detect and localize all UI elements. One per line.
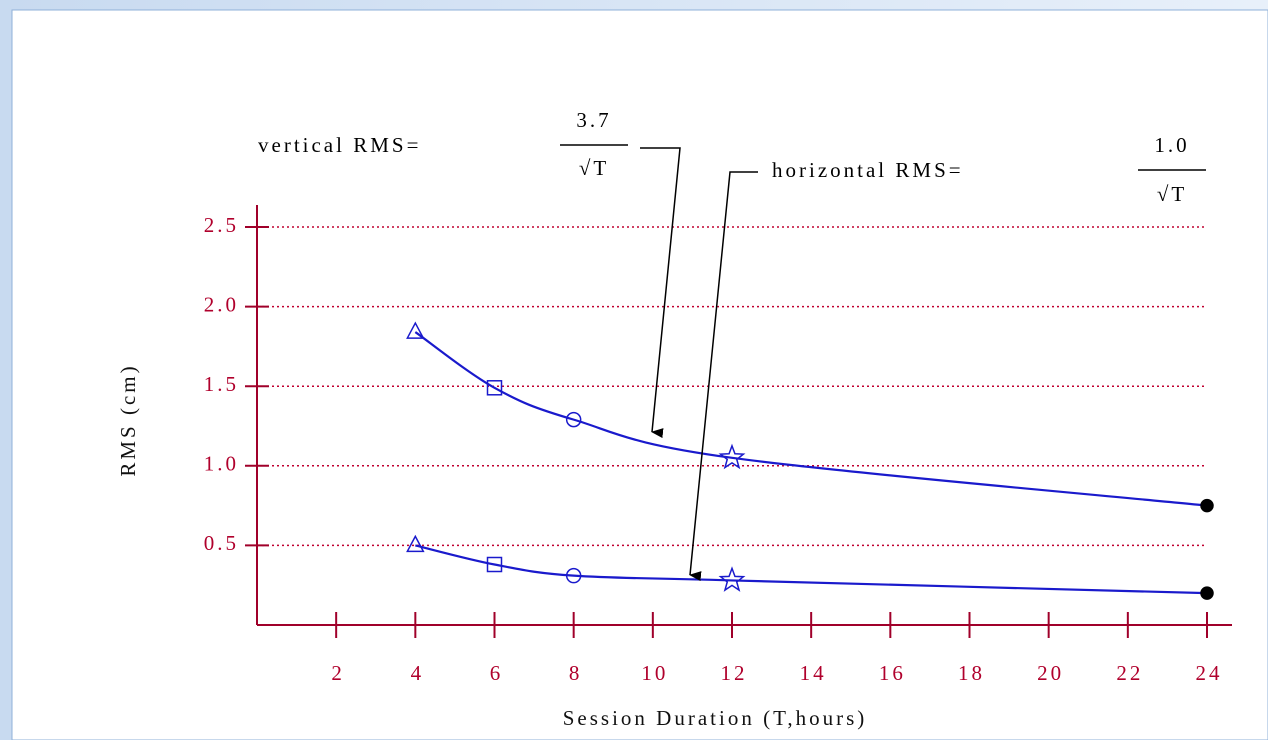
annotation-text: horizontal RMS= [772,158,964,182]
series-line [415,544,1208,595]
x-tick-label: 12 [721,661,748,685]
arrow [689,171,758,582]
marker-circle [565,567,582,584]
x-tick-label: 4 [411,661,425,685]
marker-triangle [406,321,425,339]
x-tick-label: 14 [800,661,827,685]
marker-circle [565,411,582,428]
x-tick-label: 8 [569,661,583,685]
marker-square [486,556,503,573]
annotation-text: vertical RMS= [258,133,421,157]
slide [11,9,1268,740]
marker-star [718,566,746,592]
marker-triangle [406,534,425,553]
x-tick-label: 18 [958,661,985,685]
arrow [640,147,681,439]
series-line [414,331,1208,507]
annotation-denominator: √T [1157,182,1187,206]
annotation-numerator: 3.7 [576,108,611,132]
x-tick-label: 24 [1196,661,1223,685]
x-tick-label: 2 [331,661,345,685]
annotation-numerator: 1.0 [1154,133,1189,157]
marker-dot [1200,586,1214,600]
marker-dot [1200,498,1214,513]
annotation-horizontal: horizontal RMS= 1.0 √T [689,133,1206,582]
x-tick-label: 22 [1116,661,1143,685]
y-tick-label: 2.0 [204,292,239,316]
y-tick-label: 0.5 [204,531,239,555]
plot: 0.51.01.52.02.52 4 6 8 10 12 14 16 18 20 22 24 [204,205,1232,685]
annotation-denominator: √T [579,156,609,180]
x-tick-label: 20 [1037,661,1064,685]
x-axis-label: Session Duration (T,hours) [563,706,868,730]
annotation-vertical: vertical RMS= 3.7 √T [258,108,681,439]
marker-square [486,380,503,396]
y-tick-label: 2.5 [204,213,239,237]
x-tick-label: 10 [641,661,668,685]
y-axis-label: RMS (cm) [116,363,140,476]
x-tick-label: 16 [879,661,906,685]
marker-star [718,443,746,470]
y-tick-label: 1.5 [204,372,239,396]
x-tick-label: 6 [490,661,504,685]
y-tick-label: 1.0 [204,452,239,476]
